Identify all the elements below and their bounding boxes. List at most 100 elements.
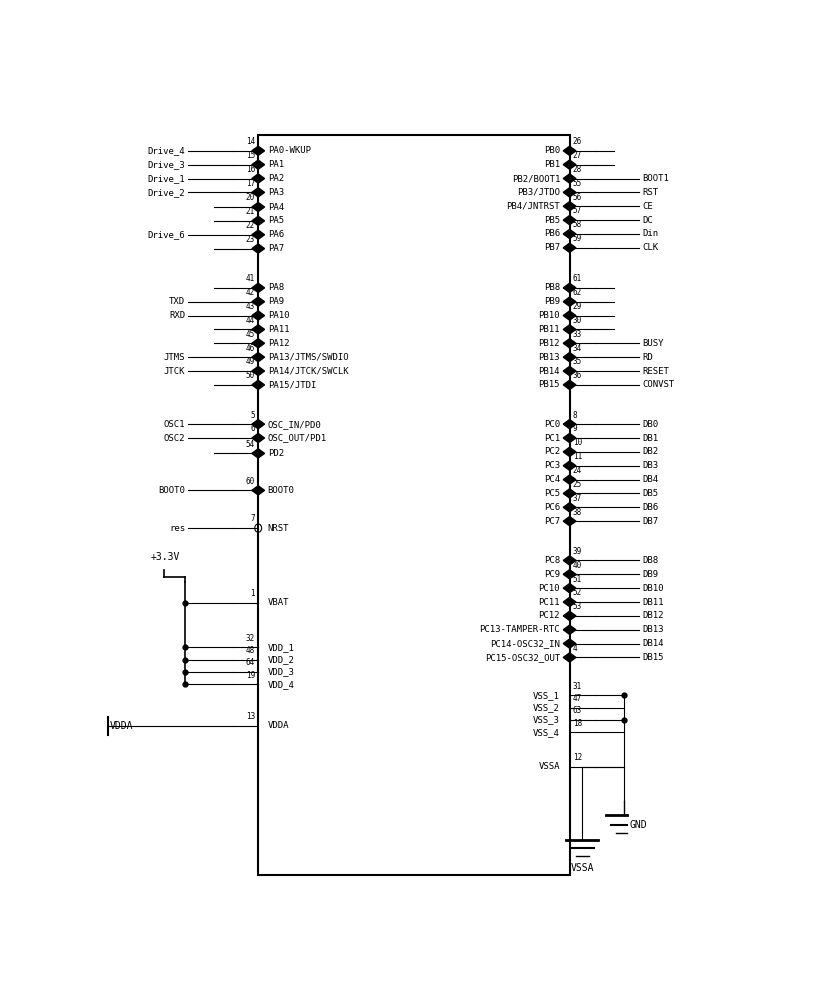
Text: DB4: DB4 [642, 475, 658, 484]
Text: 53: 53 [572, 602, 581, 611]
Text: PB1: PB1 [543, 160, 559, 169]
Polygon shape [258, 202, 265, 212]
Polygon shape [563, 556, 569, 565]
Polygon shape [569, 325, 575, 334]
Text: PA11: PA11 [267, 325, 289, 334]
Polygon shape [569, 597, 575, 607]
Text: 13: 13 [246, 712, 255, 721]
Text: 26: 26 [572, 137, 581, 146]
Polygon shape [258, 244, 265, 253]
Polygon shape [258, 174, 265, 183]
Text: 11: 11 [572, 452, 581, 461]
Text: BOOT0: BOOT0 [158, 486, 185, 495]
Polygon shape [563, 625, 569, 634]
Polygon shape [563, 433, 569, 443]
Text: DB11: DB11 [642, 598, 663, 607]
Text: PB14: PB14 [538, 367, 559, 376]
Text: 31: 31 [572, 682, 581, 691]
Polygon shape [251, 230, 258, 239]
Polygon shape [258, 353, 265, 362]
Polygon shape [563, 597, 569, 607]
Polygon shape [563, 174, 569, 183]
Text: 49: 49 [246, 357, 255, 366]
Text: 40: 40 [572, 561, 581, 570]
Text: 14: 14 [246, 137, 255, 146]
Text: VDD_4: VDD_4 [267, 680, 294, 689]
Text: RD: RD [642, 353, 653, 362]
Polygon shape [258, 420, 265, 429]
Text: 54: 54 [246, 440, 255, 449]
Text: 38: 38 [572, 508, 581, 517]
Text: 63: 63 [572, 706, 581, 715]
Polygon shape [569, 311, 575, 320]
Text: PC0: PC0 [543, 420, 559, 429]
Text: 47: 47 [572, 694, 581, 703]
Polygon shape [569, 215, 575, 225]
Text: 48: 48 [246, 646, 255, 655]
Text: 20: 20 [246, 193, 255, 202]
Text: PA13/JTMS/SWDIO: PA13/JTMS/SWDIO [267, 353, 348, 362]
Text: Din: Din [642, 229, 658, 238]
Text: PB3/JTDO: PB3/JTDO [517, 188, 559, 197]
Polygon shape [258, 311, 265, 320]
Polygon shape [258, 283, 265, 292]
Text: PA3: PA3 [267, 188, 283, 197]
Text: 57: 57 [572, 206, 581, 215]
Text: 1: 1 [250, 589, 255, 598]
Text: PB15: PB15 [538, 380, 559, 389]
Polygon shape [569, 433, 575, 443]
Text: PC4: PC4 [543, 475, 559, 484]
Text: PB9: PB9 [543, 297, 559, 306]
Text: PB4/JNTRST: PB4/JNTRST [505, 202, 559, 211]
Text: 30: 30 [572, 316, 581, 325]
Text: 55: 55 [572, 179, 581, 188]
Text: VDD_2: VDD_2 [267, 655, 294, 664]
Polygon shape [251, 160, 258, 169]
Polygon shape [563, 325, 569, 334]
Polygon shape [569, 188, 575, 197]
Polygon shape [563, 243, 569, 252]
Text: DB1: DB1 [642, 434, 658, 443]
Text: 52: 52 [572, 588, 581, 597]
Text: Drive_6: Drive_6 [147, 230, 185, 239]
Text: PB12: PB12 [538, 339, 559, 348]
Text: PC15-OSC32_OUT: PC15-OSC32_OUT [484, 653, 559, 662]
Polygon shape [258, 216, 265, 225]
Text: PA10: PA10 [267, 311, 289, 320]
Polygon shape [258, 297, 265, 306]
Text: VBAT: VBAT [267, 598, 289, 607]
Text: Drive_4: Drive_4 [147, 146, 185, 155]
Polygon shape [569, 366, 575, 376]
Text: RXD: RXD [169, 311, 185, 320]
Text: 15: 15 [246, 151, 255, 160]
Polygon shape [563, 188, 569, 197]
Text: 21: 21 [246, 207, 255, 216]
Polygon shape [569, 380, 575, 389]
Polygon shape [569, 625, 575, 634]
Text: PC14-OSC32_IN: PC14-OSC32_IN [490, 639, 559, 648]
Text: VDD_1: VDD_1 [267, 643, 294, 652]
Polygon shape [563, 503, 569, 512]
Polygon shape [569, 146, 575, 155]
Polygon shape [563, 447, 569, 456]
Text: RST: RST [642, 188, 658, 197]
Text: VSS_1: VSS_1 [532, 691, 559, 700]
Polygon shape [563, 653, 569, 662]
Polygon shape [251, 311, 258, 320]
Polygon shape [258, 486, 265, 495]
Text: 25: 25 [572, 480, 581, 489]
Text: DB10: DB10 [642, 584, 663, 593]
Polygon shape [251, 420, 258, 429]
Polygon shape [258, 325, 265, 334]
Polygon shape [563, 639, 569, 648]
Text: PB11: PB11 [538, 325, 559, 334]
Text: 58: 58 [572, 220, 581, 229]
Text: PB6: PB6 [543, 229, 559, 238]
Text: PB10: PB10 [538, 311, 559, 320]
Polygon shape [569, 517, 575, 526]
Text: 24: 24 [572, 466, 581, 475]
Text: PC6: PC6 [543, 503, 559, 512]
Polygon shape [569, 420, 575, 429]
Polygon shape [563, 311, 569, 320]
Text: 19: 19 [246, 671, 255, 680]
